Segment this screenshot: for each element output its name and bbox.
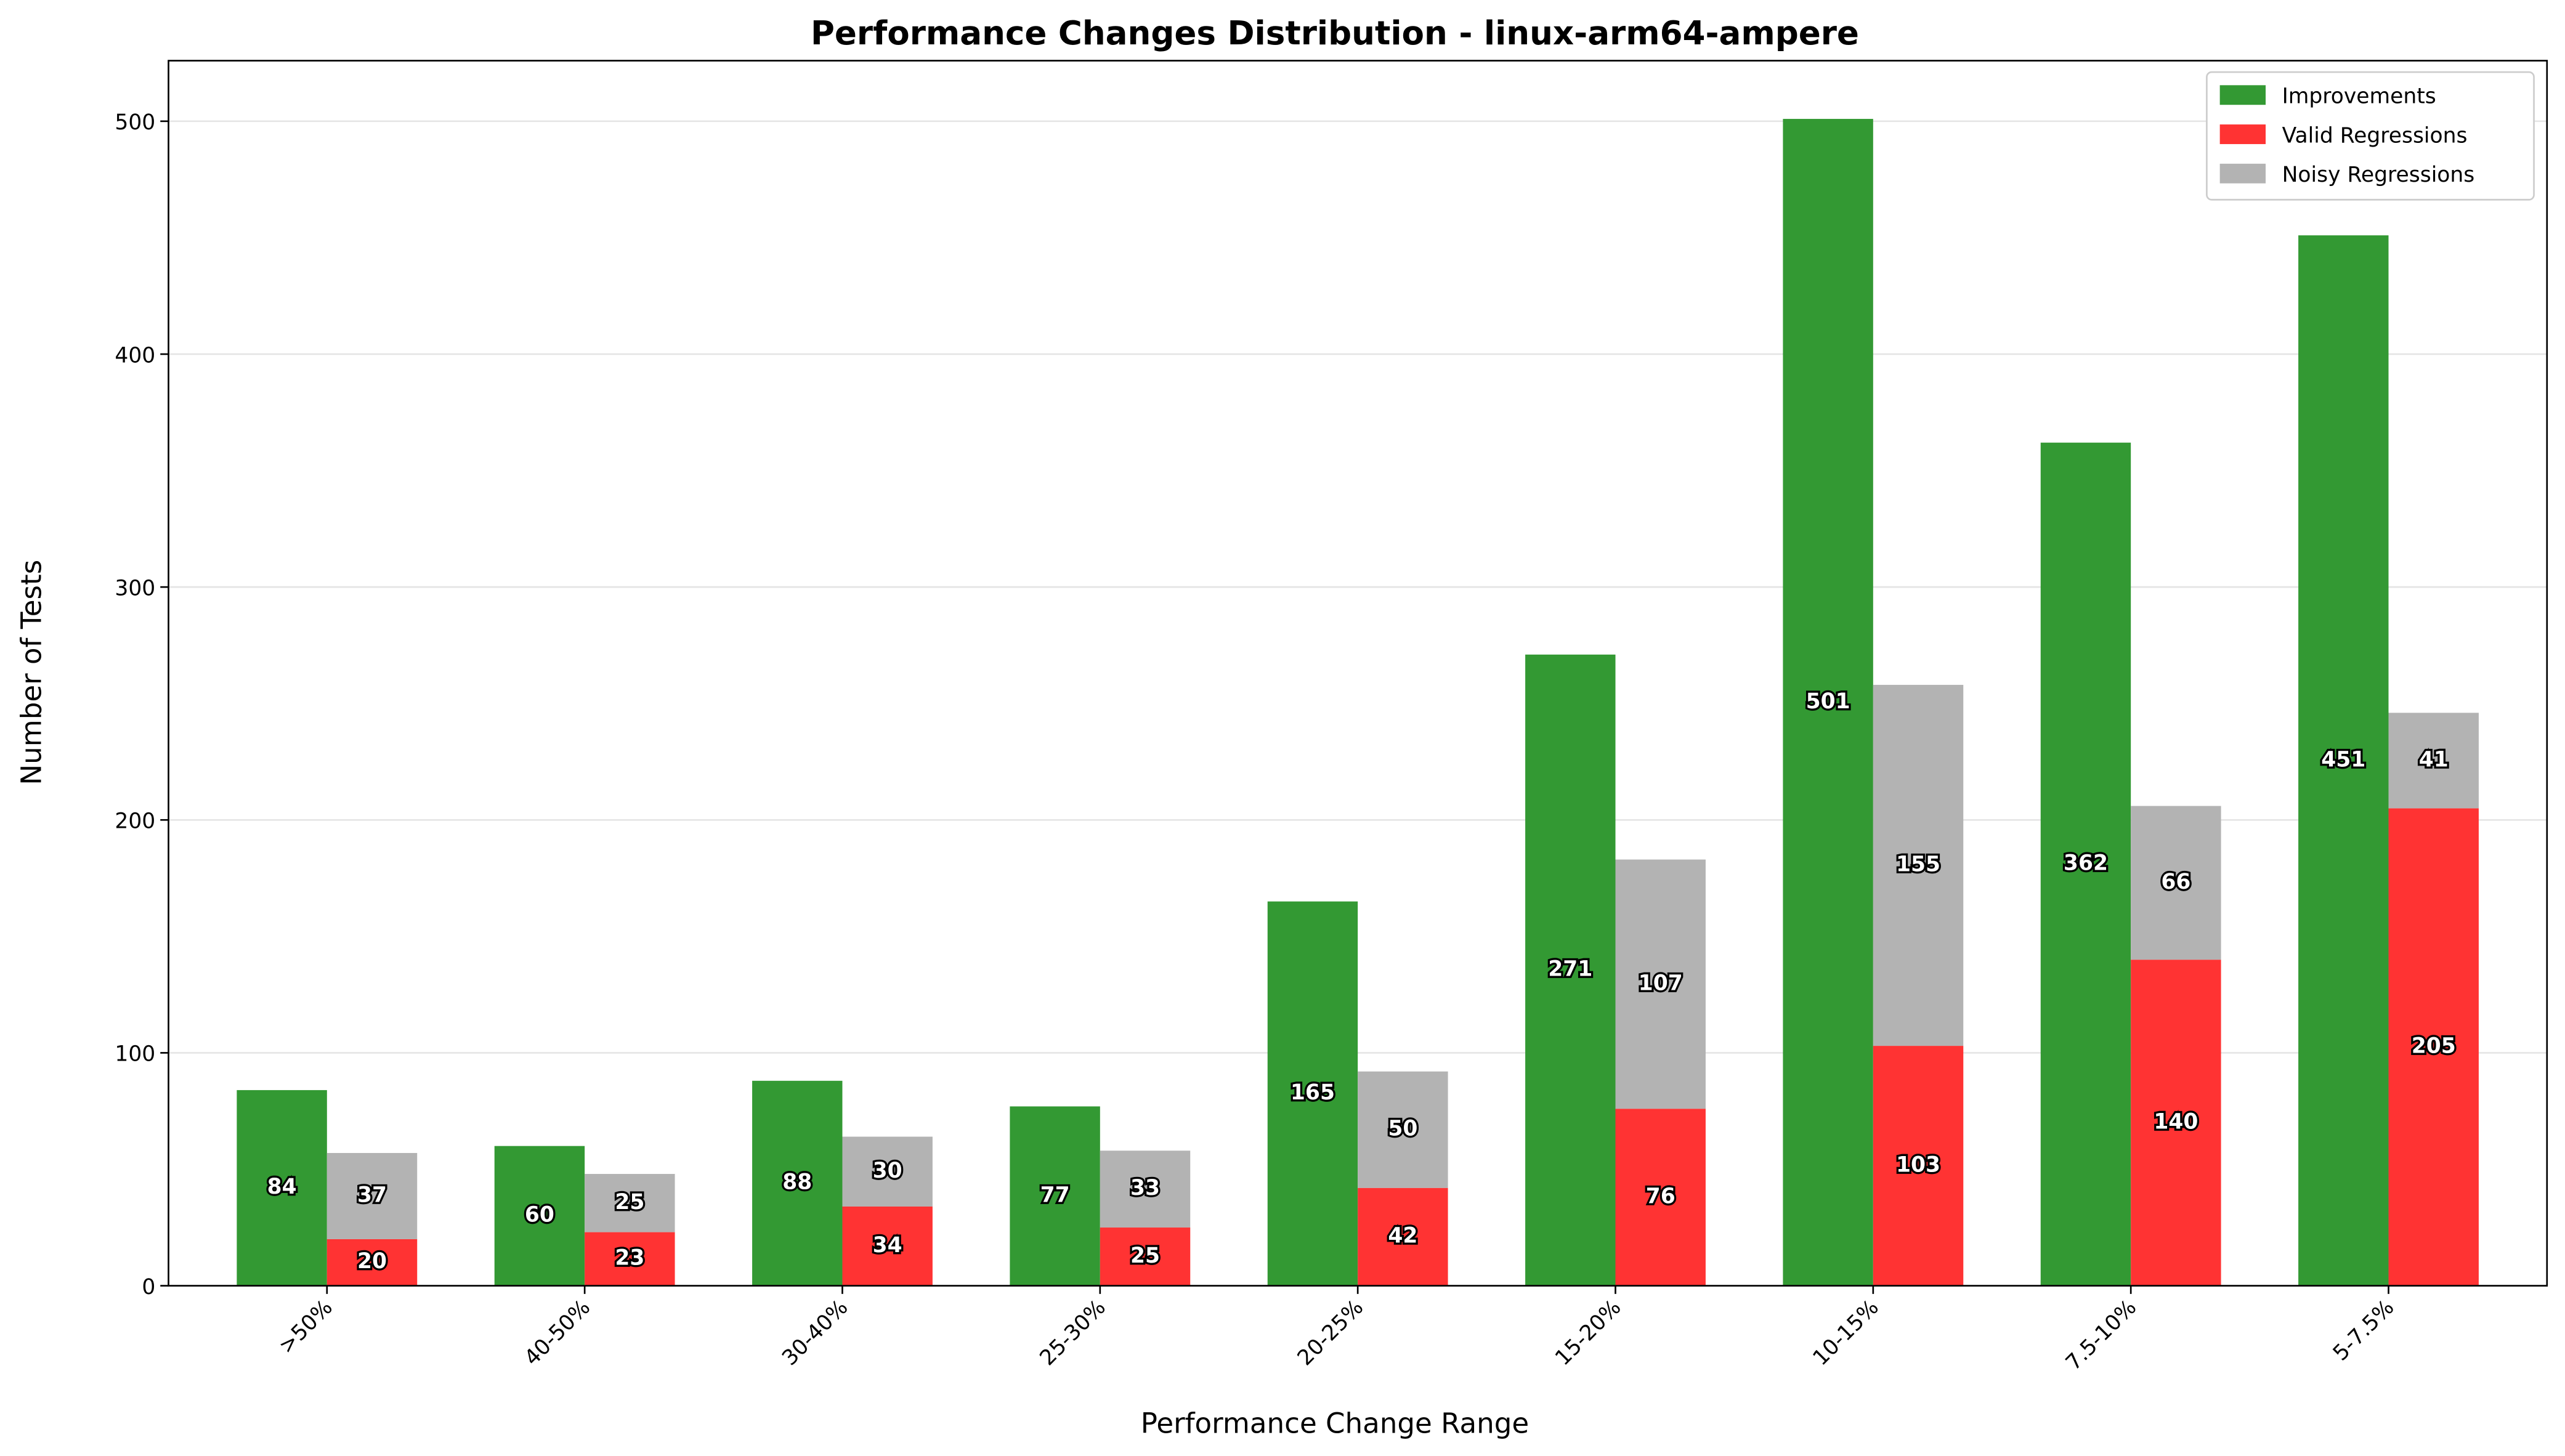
chart-title: Performance Changes Distribution - linux… (811, 14, 1859, 52)
bar (585, 1232, 675, 1286)
value-label: 84 (267, 1175, 297, 1199)
bar (1615, 859, 1706, 1109)
bar (2298, 235, 2389, 1286)
bar (842, 1206, 933, 1286)
bar (2388, 808, 2479, 1286)
legend-swatch (2219, 124, 2266, 144)
value-label: 25 (1130, 1244, 1160, 1268)
value-label: 37 (357, 1183, 387, 1207)
value-label: 66 (2161, 870, 2190, 894)
bar (585, 1174, 675, 1232)
bar (1010, 1106, 1100, 1286)
bar (2131, 806, 2221, 960)
bar (2131, 960, 2221, 1286)
value-label: 34 (873, 1233, 902, 1258)
value-label: 50 (1388, 1117, 1417, 1141)
bar (1267, 901, 1358, 1286)
legend-swatch (2219, 163, 2266, 184)
bar (1873, 684, 1964, 1046)
value-label: 41 (2419, 747, 2449, 772)
value-label: 42 (1388, 1224, 1417, 1248)
y-tick-label: 0 (142, 1275, 155, 1300)
value-label: 155 (1896, 852, 1940, 877)
legend-label: Valid Regressions (2282, 123, 2468, 148)
bar (1358, 1187, 1448, 1286)
bar (2040, 442, 2131, 1286)
bar (2388, 713, 2479, 809)
legend-box (2206, 71, 2535, 201)
value-label: 140 (2154, 1109, 2198, 1134)
legend-swatch (2219, 85, 2266, 105)
value-label: 60 (525, 1203, 554, 1227)
bar (842, 1136, 933, 1207)
bar (752, 1080, 843, 1286)
x-axis-label: Performance Change Range (1141, 1407, 1529, 1440)
value-label: 33 (1130, 1176, 1160, 1200)
y-tick-label: 300 (115, 576, 155, 601)
legend-label: Improvements (2282, 84, 2436, 109)
bar (326, 1153, 418, 1239)
bar (1100, 1227, 1191, 1286)
value-label: 77 (1040, 1183, 1070, 1207)
value-label: 165 (1291, 1080, 1335, 1105)
legend-label: Noisy Regressions (2282, 163, 2475, 187)
value-label: 205 (2412, 1033, 2456, 1058)
value-label: 362 (2064, 851, 2108, 876)
legend: Improvements Valid Regressions Noisy Regre… (2206, 71, 2535, 201)
value-label: 30 (873, 1159, 902, 1183)
bar (1358, 1071, 1448, 1188)
value-label: 271 (1548, 957, 1592, 982)
y-tick-label: 100 (115, 1042, 155, 1067)
bar (237, 1090, 327, 1286)
y-axis-label: Number of Tests (15, 560, 47, 785)
y-tick-label: 200 (115, 809, 155, 834)
bar (494, 1146, 585, 1286)
bar (1783, 119, 1873, 1286)
value-label: 76 (1646, 1184, 1676, 1208)
bar (1615, 1109, 1706, 1286)
value-label: 501 (1806, 689, 1850, 714)
value-label: 25 (615, 1190, 644, 1215)
value-label: 20 (357, 1249, 387, 1274)
bar (1525, 654, 1616, 1286)
bar (1873, 1046, 1964, 1286)
value-label: 88 (782, 1170, 812, 1195)
value-label: 107 (1639, 971, 1683, 995)
value-label: 23 (615, 1246, 644, 1271)
plot-frame (168, 60, 2548, 1287)
bar (1100, 1151, 1191, 1228)
value-label: 103 (1896, 1152, 1940, 1177)
y-tick-label: 400 (115, 343, 155, 368)
y-tick-label: 500 (115, 110, 155, 135)
bar (326, 1239, 418, 1286)
value-label: 451 (2321, 747, 2365, 772)
